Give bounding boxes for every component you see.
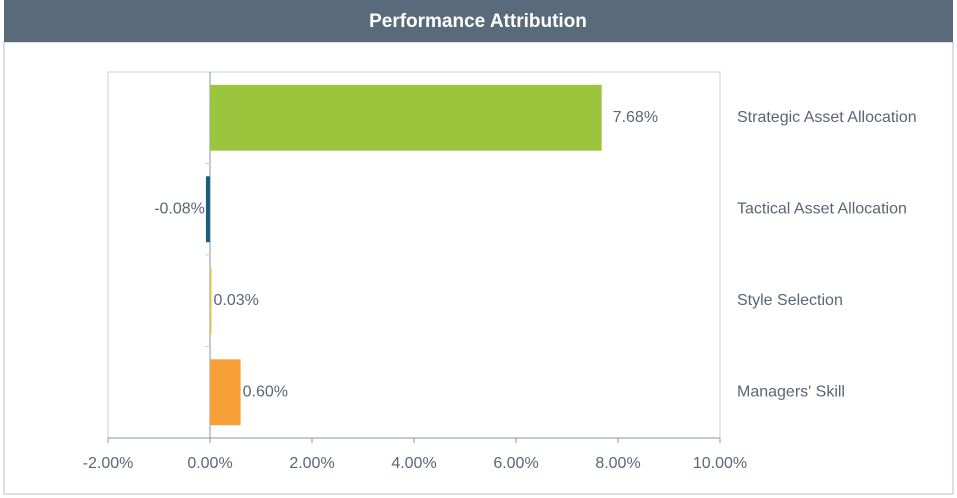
- bar: [205, 176, 210, 243]
- x-tick-label: 0.00%: [187, 455, 232, 472]
- x-tick-label: 4.00%: [391, 455, 436, 472]
- category-label: Tactical Asset Allocation: [737, 200, 907, 217]
- category-label: Strategic Asset Allocation: [737, 109, 917, 126]
- value-label: 0.60%: [243, 383, 288, 400]
- bar: [210, 267, 212, 334]
- x-tick-label: 2.00%: [289, 455, 334, 472]
- value-label: -0.08%: [154, 200, 205, 217]
- bar: [210, 359, 241, 426]
- x-tick-label: -2.00%: [83, 455, 134, 472]
- x-tick-label: 10.00%: [693, 455, 747, 472]
- x-tick-label: 6.00%: [493, 455, 538, 472]
- category-label: Style Selection: [737, 292, 843, 309]
- value-label: 0.03%: [214, 292, 259, 309]
- chart-title: Performance Attribution: [369, 11, 587, 32]
- value-label: 7.68%: [613, 109, 658, 126]
- title-bar: [4, 0, 953, 42]
- category-label: Managers' Skill: [737, 383, 845, 400]
- bar: [210, 84, 602, 151]
- x-tick-label: 8.00%: [595, 455, 640, 472]
